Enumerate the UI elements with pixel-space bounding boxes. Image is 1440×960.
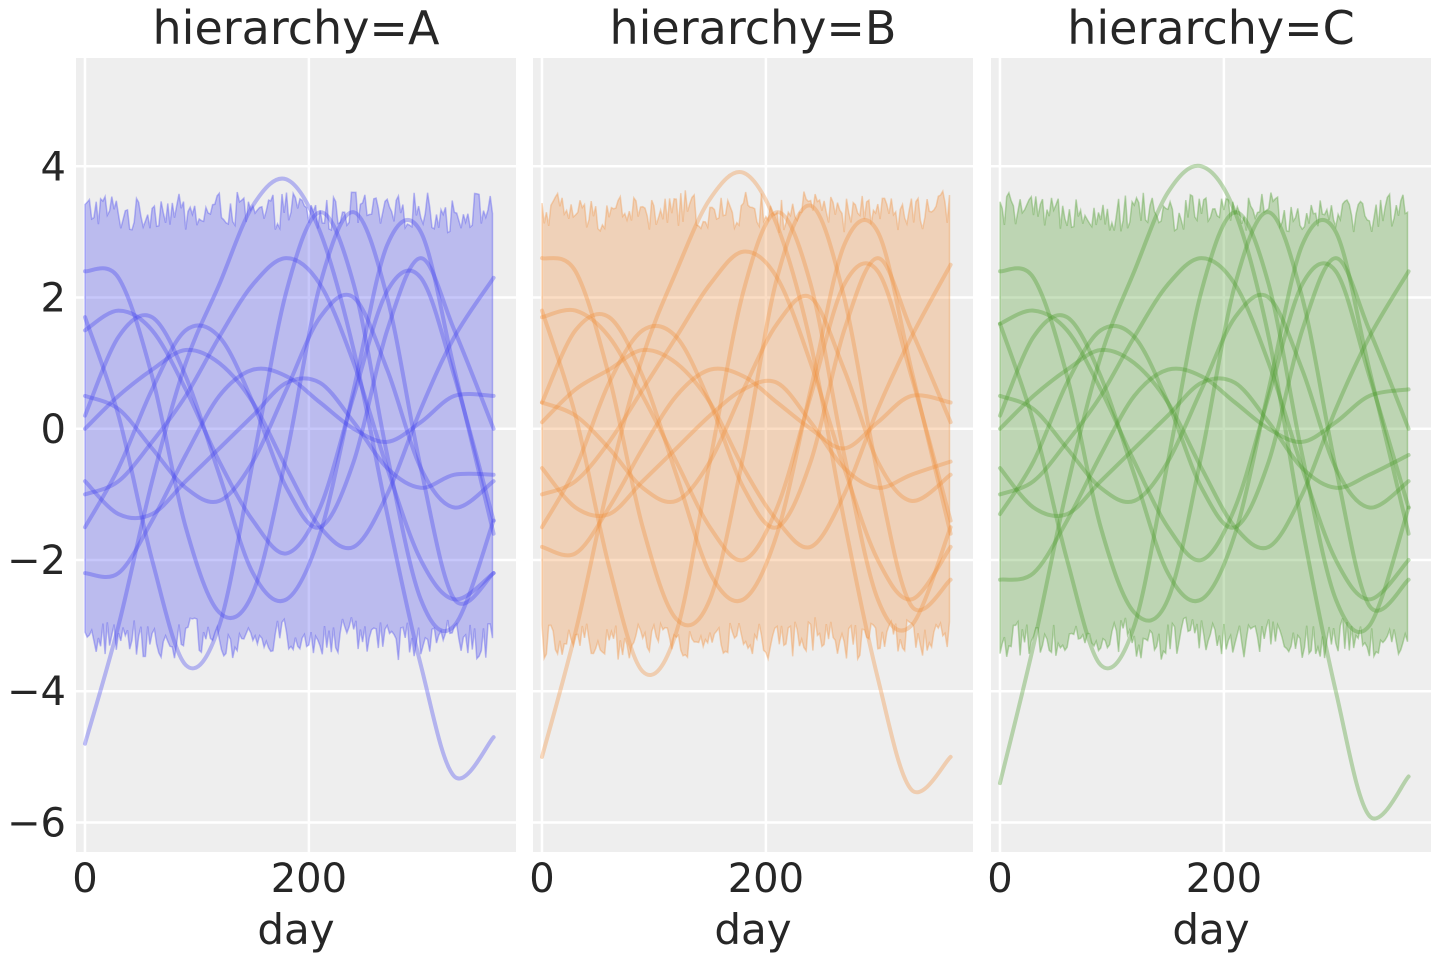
x-tick-label: 200 [271,856,347,902]
plot-background [533,58,973,852]
x-axis-label: day [257,905,334,954]
y-tick-label: 4 [41,144,66,190]
series-line [998,163,1411,821]
series-line [998,366,1411,582]
series-line [83,256,496,602]
series-line [83,210,496,620]
x-axis-label: day [1172,905,1249,954]
panel-title: hierarchy=B [609,1,896,55]
x-tick-label: 200 [728,856,804,902]
series-line [998,218,1411,603]
interval-band [999,190,1409,660]
panel-title: hierarchy=A [153,1,440,55]
series-line [998,256,1411,602]
series-line [998,210,1411,623]
y-tick-label: −2 [7,538,66,584]
series-line [998,261,1411,563]
series-line [540,203,953,628]
series-line [83,366,496,579]
series-line [83,176,496,781]
series-line [83,268,496,556]
series-line [998,256,1411,530]
x-tick-label: 0 [529,856,554,902]
panel-title: hierarchy=C [1067,1,1355,55]
series-line [540,249,953,602]
x-tick-label: 0 [72,856,97,902]
series-line [83,275,496,551]
series-line [540,170,953,795]
series-line [540,366,953,558]
series-line [540,293,953,504]
series-line [83,376,496,521]
series-line [540,256,953,530]
y-tick-label: −4 [7,669,66,715]
x-tick-label: 0 [987,856,1012,902]
series-line [83,210,496,671]
series-line [83,256,496,530]
interval-band [84,190,494,661]
series-line [998,269,1411,551]
series-line [83,218,496,603]
y-tick-label: −6 [7,800,66,846]
series-line [540,262,953,550]
series-line [998,292,1411,510]
series-line [998,376,1411,518]
x-axis-label: day [714,905,791,954]
plot-background [76,58,516,852]
series-line [540,378,953,518]
series-line [540,210,953,677]
series-line [540,261,953,563]
y-tick-label: 2 [41,276,66,322]
plot-background [991,58,1431,852]
interval-band [541,188,951,662]
series-line [998,210,1411,671]
series-line [83,292,496,510]
x-tick-label: 200 [1186,856,1262,902]
y-tick-label: 0 [41,407,66,453]
series-line [540,218,953,603]
